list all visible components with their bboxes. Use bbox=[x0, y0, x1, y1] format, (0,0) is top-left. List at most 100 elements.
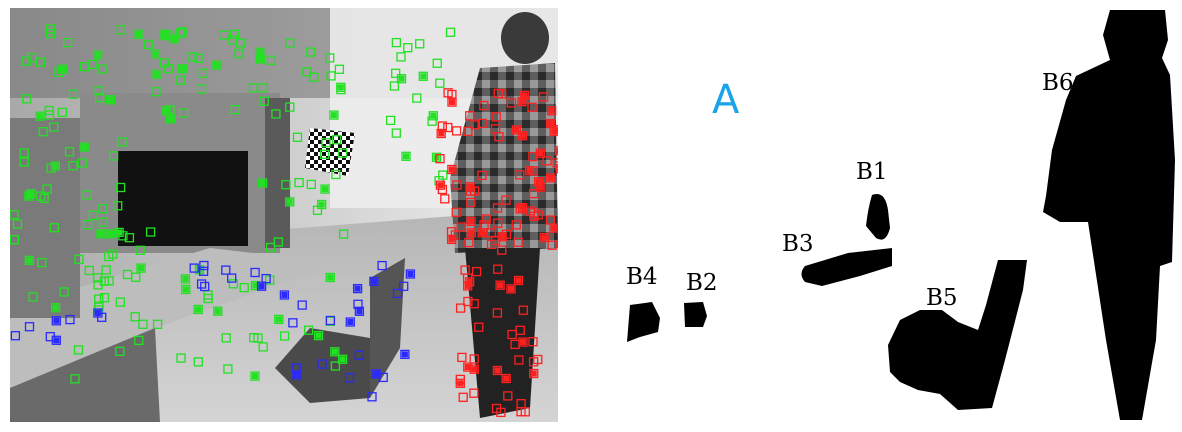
chair-feature-marker bbox=[200, 281, 210, 292]
static-feature-marker bbox=[22, 94, 32, 104]
person-feature-marker bbox=[511, 125, 522, 135]
person-feature-marker bbox=[435, 154, 445, 164]
person-feature-marker bbox=[447, 97, 457, 107]
static-feature-marker bbox=[49, 122, 59, 132]
static-feature-marker bbox=[135, 245, 145, 255]
region-b4-blob bbox=[627, 302, 660, 342]
static-feature-marker bbox=[315, 332, 322, 339]
static-feature-marker bbox=[19, 157, 29, 167]
person-feature-marker bbox=[457, 380, 464, 387]
static-feature-marker bbox=[257, 178, 268, 188]
static-feature-marker bbox=[154, 71, 160, 78]
person-feature-marker bbox=[503, 391, 513, 401]
person-feature-marker bbox=[469, 354, 479, 364]
static-feature-marker bbox=[303, 325, 314, 335]
chair-feature-marker bbox=[258, 283, 265, 290]
static-feature-marker bbox=[136, 263, 146, 273]
static-feature-marker bbox=[21, 56, 31, 66]
checkerboard bbox=[305, 128, 355, 176]
static-feature-marker bbox=[49, 223, 59, 233]
person-feature-marker bbox=[437, 182, 444, 189]
person-feature-marker bbox=[474, 322, 484, 332]
person-feature-marker bbox=[457, 352, 467, 363]
static-feature-marker bbox=[115, 297, 126, 307]
static-feature-marker bbox=[412, 93, 422, 103]
person-feature-marker bbox=[479, 100, 489, 111]
static-feature-marker bbox=[330, 112, 337, 119]
static-feature-marker bbox=[337, 354, 348, 364]
person-feature-marker bbox=[515, 204, 525, 214]
static-feature-marker bbox=[152, 319, 163, 329]
static-feature-marker bbox=[177, 27, 187, 37]
chair-feature-marker bbox=[367, 392, 377, 402]
person-feature-marker bbox=[533, 354, 543, 365]
static-feature-marker bbox=[138, 265, 144, 272]
static-feature-marker bbox=[117, 137, 127, 147]
person-feature-marker bbox=[528, 151, 538, 162]
static-feature-marker bbox=[391, 128, 401, 138]
static-feature-marker bbox=[28, 190, 34, 197]
person-feature-marker bbox=[537, 150, 544, 157]
person-feature-marker bbox=[466, 278, 473, 285]
static-feature-marker bbox=[145, 227, 156, 237]
person-feature-marker bbox=[455, 303, 466, 313]
static-feature-marker bbox=[331, 348, 338, 355]
chair-feature-marker bbox=[51, 335, 61, 345]
static-feature-marker bbox=[266, 55, 276, 66]
person-feature-marker bbox=[486, 239, 497, 249]
person-feature-marker bbox=[545, 215, 556, 225]
person-feature-marker bbox=[547, 240, 557, 250]
person-feature-marker bbox=[520, 90, 530, 101]
person-feature-marker bbox=[506, 284, 516, 294]
person-feature-marker bbox=[506, 98, 517, 108]
static-feature-marker bbox=[35, 57, 46, 67]
static-feature-marker bbox=[273, 237, 284, 247]
static-feature-marker bbox=[306, 47, 316, 57]
static-feature-marker bbox=[68, 89, 79, 99]
region-b2-blob bbox=[684, 302, 707, 327]
static-feature-marker bbox=[320, 184, 330, 194]
static-feature-marker bbox=[97, 230, 104, 237]
chair-feature-marker bbox=[405, 269, 416, 279]
static-feature-marker bbox=[250, 371, 260, 381]
static-feature-marker bbox=[445, 27, 456, 37]
person-feature-marker bbox=[463, 296, 473, 307]
static-feature-marker bbox=[101, 265, 111, 275]
static-feature-marker bbox=[138, 319, 148, 329]
static-feature-marker bbox=[321, 138, 331, 148]
chair-feature-marker bbox=[354, 306, 365, 316]
static-feature-marker bbox=[252, 282, 259, 289]
static-feature-marker bbox=[82, 190, 92, 200]
partition-edge bbox=[265, 98, 290, 248]
static-feature-marker bbox=[391, 37, 402, 48]
static-feature-marker bbox=[248, 83, 259, 93]
static-feature-marker bbox=[320, 149, 330, 159]
static-feature-marker bbox=[37, 113, 43, 120]
person-head bbox=[501, 12, 549, 64]
static-feature-marker bbox=[161, 106, 171, 116]
person-feature-marker bbox=[519, 132, 526, 139]
static-feature-marker bbox=[28, 292, 38, 302]
static-feature-marker bbox=[99, 293, 110, 303]
static-feature-marker bbox=[403, 153, 409, 160]
feature-markers bbox=[10, 24, 558, 418]
static-feature-marker bbox=[94, 86, 104, 96]
static-feature-marker bbox=[401, 151, 411, 161]
static-feature-marker bbox=[306, 179, 316, 190]
person-feature-marker bbox=[538, 92, 549, 102]
chair-feature-marker bbox=[198, 266, 209, 276]
person-feature-marker bbox=[497, 245, 507, 255]
person-feature-marker bbox=[508, 285, 514, 292]
static-feature-marker bbox=[193, 304, 203, 315]
person-feature-marker bbox=[529, 368, 539, 379]
static-feature-marker bbox=[26, 189, 36, 199]
static-feature-marker bbox=[95, 92, 105, 103]
person-feature-marker bbox=[526, 167, 533, 174]
person-feature-marker bbox=[546, 106, 557, 116]
person-shirt bbox=[450, 63, 558, 253]
static-feature-marker bbox=[108, 249, 118, 259]
person-feature-marker bbox=[518, 98, 525, 105]
static-feature-marker bbox=[337, 148, 348, 158]
static-feature-marker bbox=[136, 31, 142, 38]
static-feature-marker bbox=[115, 182, 126, 193]
